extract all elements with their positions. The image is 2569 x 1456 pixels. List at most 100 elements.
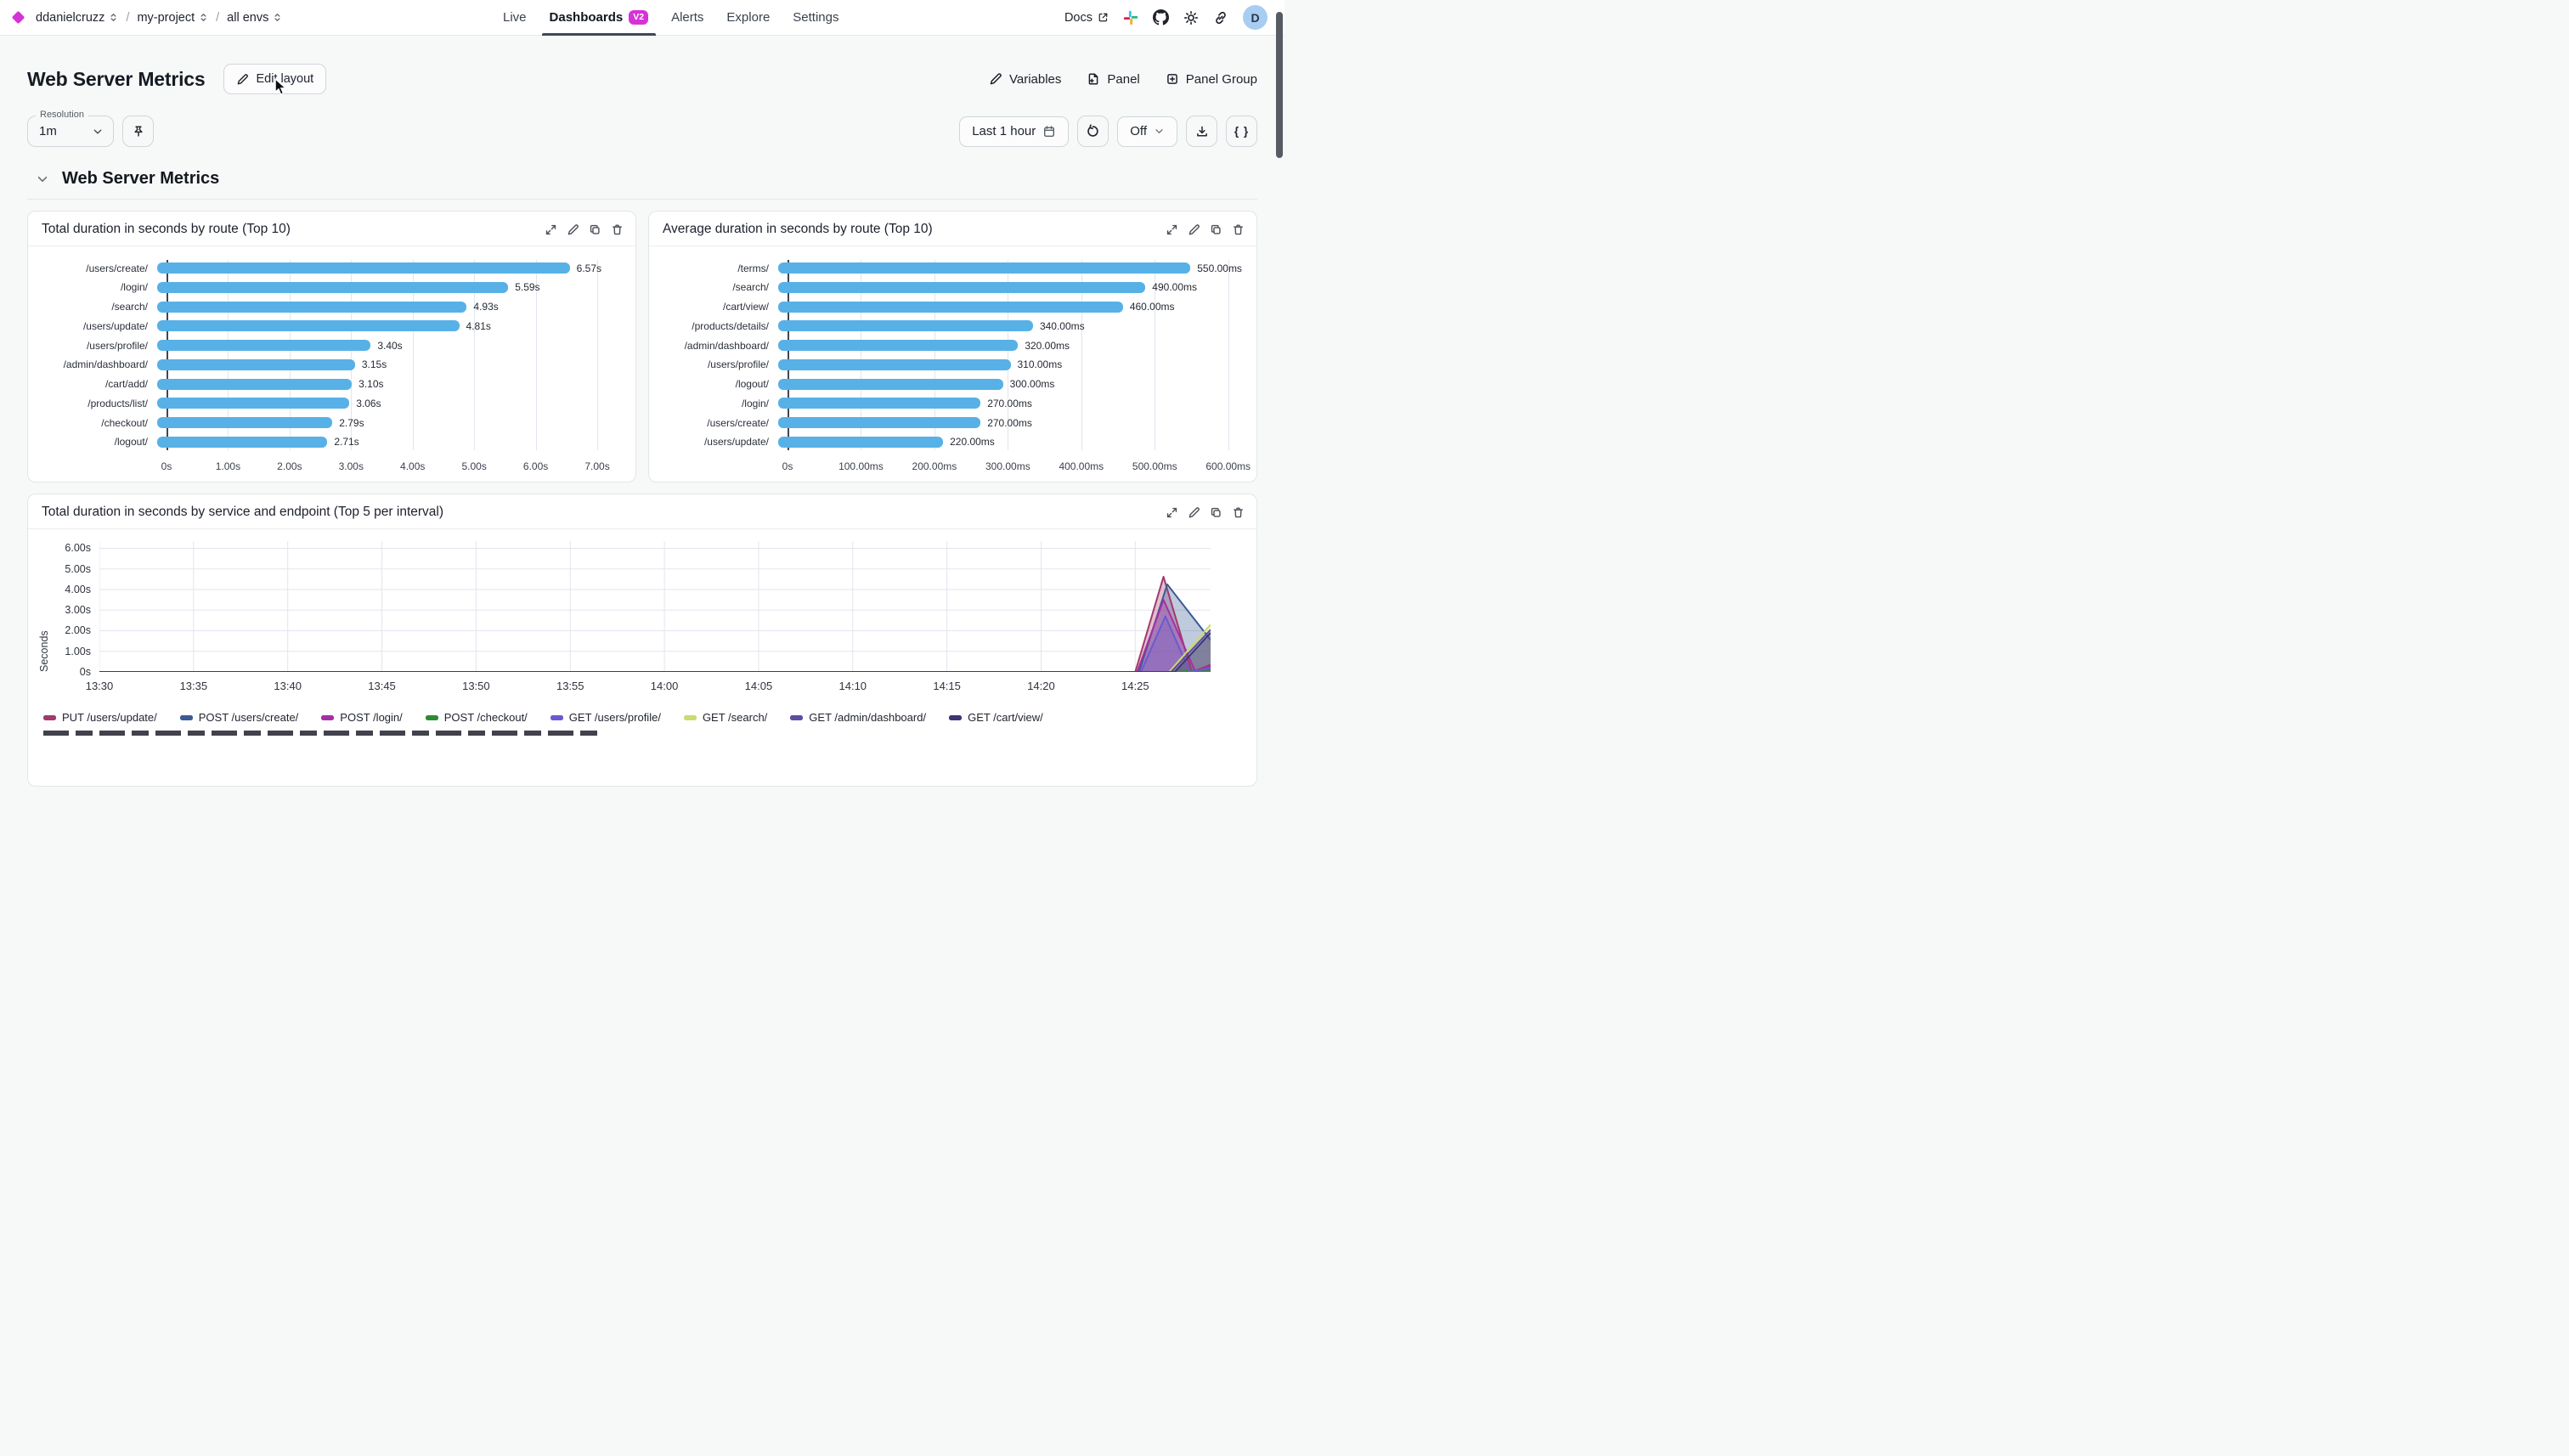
edit-panel-button[interactable] [567,223,579,236]
duplicate-icon [590,224,600,234]
line-chart: Seconds 0s 1.00s 2.00s 3.00s 4.00s 5.00s 6.00s 1… [28,529,1256,786]
tab-dashboards[interactable]: Dashboards V2 [541,0,656,36]
legend-item[interactable]: GET /users/profile/ [550,711,661,724]
bar-row: /checkout/2.79s [35,417,622,429]
legend-swatch [683,714,697,720]
bar-value-label: 310.00ms [1017,358,1063,371]
bar-chart-rows: /terms/550.00ms/search/490.00ms/cart/vie… [656,260,1243,450]
share-link-icon[interactable] [1213,10,1228,25]
bar [778,301,1123,313]
top-nav: ddanielcruzz / my-project / all envs Liv… [0,0,1284,36]
bar-value-label: 320.00ms [1025,339,1070,352]
add-panel-button[interactable]: Panel [1087,71,1140,87]
bar-category-label: /logout/ [735,378,769,391]
bar-chart: /users/create/6.57s/login/5.59s/search/4… [28,246,635,482]
delete-icon [613,223,622,234]
legend-swatch [949,714,963,720]
expand-panel-button[interactable] [1166,223,1178,236]
bar-category-label: /terms/ [737,262,769,274]
legend-item[interactable]: POST /checkout/ [425,711,528,724]
legend-item[interactable]: GET /search/ [683,711,767,724]
docs-label: Docs [1064,10,1093,25]
breadcrumb-org-selector[interactable]: ddanielcruzz [36,11,118,25]
legend-item[interactable]: GET /admin/dashboard/ [790,711,926,724]
bar-track: 220.00ms [778,436,1243,448]
bar-row: /users/create/6.57s [35,262,622,274]
legend-label: GET /users/profile/ [568,711,661,724]
resolution-select[interactable]: Resolution 1m [27,110,114,147]
x-tick-label: 5.00s [461,460,487,472]
legend-item[interactable]: GET /cart/view/ [949,711,1043,724]
breadcrumb-project-selector[interactable]: my-project [137,11,208,25]
download-button[interactable] [1186,116,1217,147]
bar-value-label: 270.00ms [987,416,1032,429]
delete-panel-button[interactable] [1232,223,1245,236]
legend-item[interactable]: POST /login/ [321,711,403,724]
page-title: Web Server Metrics [27,67,206,90]
legend-swatch [321,714,335,720]
slack-icon[interactable] [1123,10,1138,25]
github-icon[interactable] [1153,9,1169,25]
series-area [99,616,1211,672]
scrollbar-thumb[interactable] [1276,12,1283,158]
clipped-legend-row [43,731,601,736]
expand-panel-button[interactable] [1166,506,1178,519]
series-area [99,632,1211,672]
breadcrumb-env-selector[interactable]: all envs [227,11,282,25]
duplicate-panel-button[interactable] [1210,506,1222,519]
edit-layout-button[interactable]: Edit layout [223,64,327,94]
bar-value-label: 5.59s [515,281,540,294]
bar [778,436,944,448]
docs-link[interactable]: Docs [1064,11,1109,25]
legend-item[interactable]: POST /users/create/ [179,711,298,724]
panel-group-header[interactable]: Web Server Metrics [27,169,1257,200]
add-panel-label: Panel [1107,71,1140,87]
tab-live[interactable]: Live [503,0,527,35]
duplicate-panel-button[interactable] [589,223,601,236]
bar-category-label: /users/profile/ [707,358,769,371]
bar-value-label: 6.57s [576,262,601,274]
selector-updown-icon [110,14,116,21]
auto-refresh-select[interactable]: Off [1117,116,1177,147]
add-panel-group-button[interactable]: Panel Group [1166,72,1257,87]
json-braces-button[interactable]: { } [1226,116,1257,147]
logo-diamond-icon[interactable] [11,10,25,25]
breadcrumb: ddanielcruzz / my-project / all envs [36,11,282,25]
duplicate-icon [1211,507,1221,517]
x-tick-label: 400.00ms [1059,460,1104,472]
legend-item[interactable]: PUT /users/update/ [43,711,157,724]
tab-settings[interactable]: Settings [793,0,838,35]
theme-sun-icon[interactable] [1183,10,1199,25]
delete-icon [1234,506,1243,517]
gridline [474,260,476,450]
breadcrumb-project-label: my-project [137,10,195,25]
tab-live-label: Live [503,10,527,25]
tab-explore[interactable]: Explore [726,0,770,35]
time-range-button[interactable]: Last 1 hour [959,116,1070,147]
bar-category-label: /login/ [741,397,769,409]
series-area [99,584,1211,672]
pencil-icon [990,73,1002,85]
bar-category-label: /login/ [120,281,148,294]
panels-grid: Total duration in seconds by route (Top … [27,211,1257,483]
delete-panel-button[interactable] [611,223,624,236]
avatar[interactable]: D [1243,5,1268,30]
x-axis: 0s 100.00ms 200.00ms 300.00ms 400.00ms 500.00… [782,458,1251,475]
expand-panel-button[interactable] [545,223,557,236]
chevron-down-icon [93,129,102,134]
legend-label: POST /login/ [340,711,403,724]
bar-category-label: /products/list/ [88,397,148,409]
bar-value-label: 3.15s [361,358,387,371]
x-tick-label: 14:05 [744,680,773,692]
edit-panel-button[interactable] [1188,223,1200,236]
refresh-button[interactable] [1077,116,1109,147]
variables-button[interactable]: Variables [989,72,1061,87]
panel-header: Total duration in seconds by service and… [28,494,1256,529]
edit-panel-button[interactable] [1188,506,1200,519]
delete-panel-button[interactable] [1232,506,1245,519]
pin-button[interactable] [122,116,154,147]
tab-alerts[interactable]: Alerts [671,0,703,35]
x-tick-label: 2.00s [277,460,302,472]
duplicate-panel-button[interactable] [1210,223,1222,236]
bar [157,398,350,409]
